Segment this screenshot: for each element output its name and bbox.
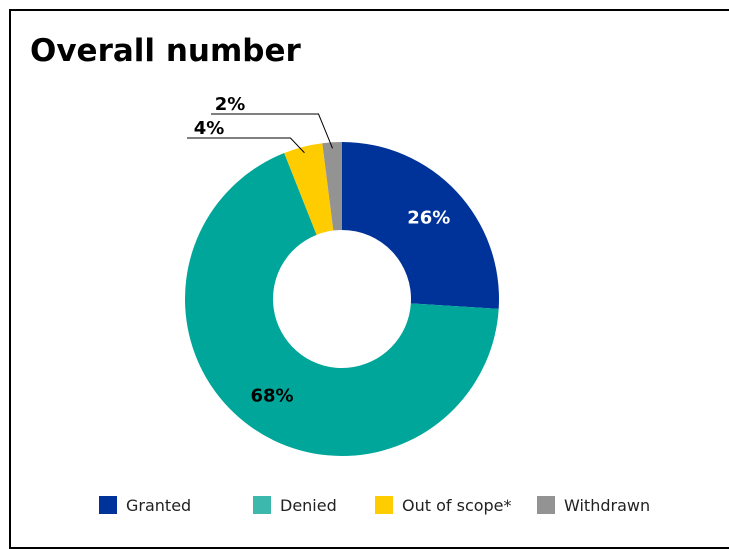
legend-item-withdrawn: Withdrawn [537,495,650,515]
legend-item-denied: Denied [253,495,337,515]
legend-swatch-out-of-scope [375,496,393,514]
slice-denied [184,153,499,456]
data-label-out-of-scope: 4% [194,118,225,139]
chart-title: Overall number [30,33,301,69]
legend-swatch-denied [253,496,271,514]
legend-item-granted: Granted [99,495,191,515]
slice-out-of-scope [284,143,334,235]
legend-item-out-of-scope: Out of scope* [375,495,512,515]
data-label-granted: 26% [407,208,450,229]
leader-line-out-of-scope [187,137,305,154]
legend-swatch-granted [99,496,117,514]
data-label-denied: 68% [251,385,294,406]
chart-legend: Granted Denied Out of scope* Withdrawn [0,495,729,517]
legend-label-denied: Denied [280,495,337,515]
data-label-withdrawn: 2% [215,94,246,115]
leader-line-withdrawn [211,113,333,149]
legend-label-granted: Granted [126,495,192,515]
legend-label-out-of-scope: Out of scope* [402,495,512,515]
slice-withdrawn [322,142,342,231]
slice-granted [342,142,499,309]
donut-chart: 26% 68% 4% 2% [184,94,499,456]
legend-label-withdrawn: Withdrawn [564,495,651,515]
legend-swatch-withdrawn [537,496,555,514]
